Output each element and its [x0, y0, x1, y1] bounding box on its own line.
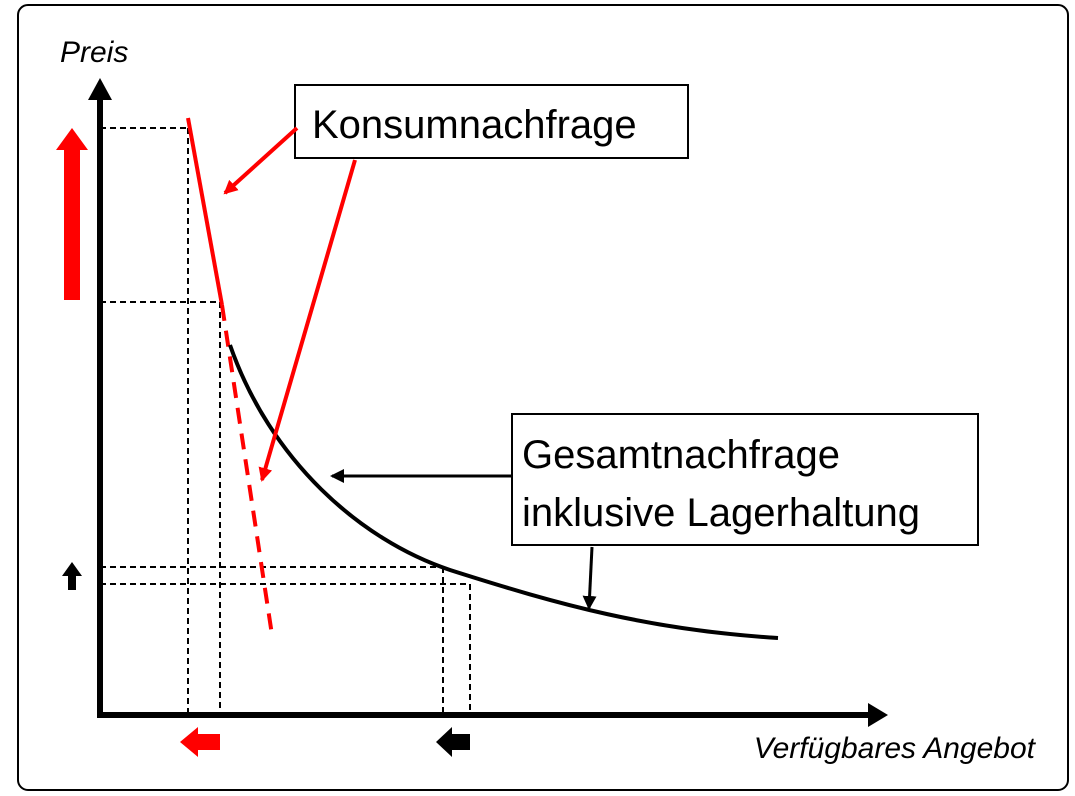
price-up-small — [62, 562, 82, 590]
pointer — [582, 546, 597, 610]
label: Konsumnachfrage — [312, 103, 637, 147]
x-axis-arrow — [868, 703, 888, 727]
price-up-arrow — [56, 128, 88, 300]
label-box — [294, 84, 689, 159]
supply-left-red — [180, 727, 220, 757]
consumption-demand-dashed — [220, 304, 274, 636]
frame — [17, 4, 1069, 791]
label-box — [511, 413, 979, 546]
total-demand — [228, 344, 779, 640]
pointer — [223, 126, 299, 195]
consumption-demand — [186, 117, 224, 306]
x-axis-label: Verfügbares Angebot — [754, 732, 1037, 765]
label: inklusive Lagerhaltung — [522, 491, 920, 535]
pointer — [258, 159, 357, 482]
y-axis-arrow — [88, 78, 112, 100]
y-axis-label: Preis — [60, 36, 128, 69]
label: Gesamtnachfrage — [522, 433, 840, 477]
guides — [100, 127, 471, 715]
supply-left-black — [436, 727, 470, 757]
